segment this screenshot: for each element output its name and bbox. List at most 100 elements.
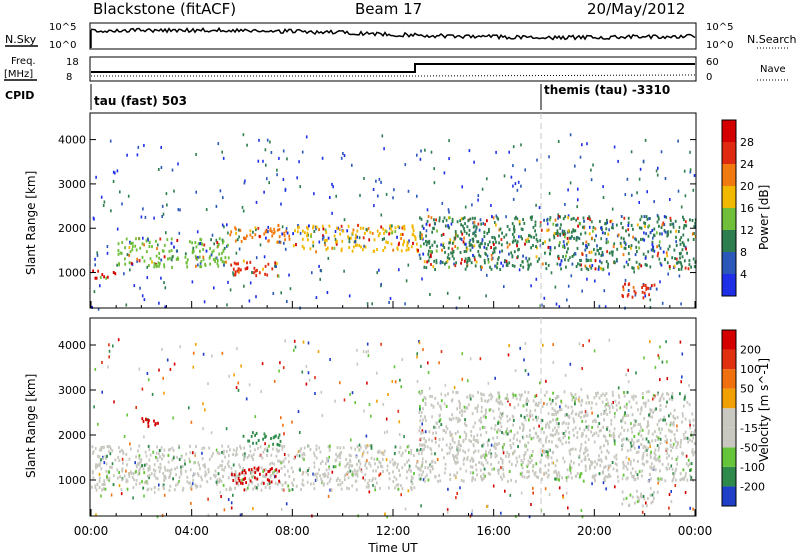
heatmap-cell bbox=[419, 477, 422, 481]
heatmap-cell bbox=[302, 483, 305, 487]
heatmap-cell bbox=[471, 216, 474, 220]
heatmap-cell bbox=[631, 439, 634, 443]
heatmap-cell bbox=[116, 468, 119, 472]
heatmap-cell bbox=[523, 221, 526, 225]
heatmap-cell bbox=[130, 242, 132, 245]
heatmap-cell bbox=[493, 467, 495, 471]
colorbar-tick-label: -100 bbox=[740, 461, 765, 474]
heatmap-cell bbox=[666, 438, 668, 442]
heatmap-cell bbox=[605, 439, 607, 443]
heatmap-cell bbox=[477, 198, 479, 202]
heatmap-cell bbox=[202, 402, 204, 406]
heatmap-cell bbox=[462, 240, 465, 244]
heatmap-cell bbox=[657, 436, 660, 440]
heatmap-cell bbox=[433, 181, 436, 185]
heatmap-cell bbox=[612, 226, 614, 230]
heatmap-cell bbox=[468, 241, 471, 245]
heatmap-cell bbox=[615, 453, 618, 457]
heatmap-cell bbox=[269, 475, 272, 479]
heatmap-cell bbox=[503, 174, 506, 178]
heatmap-cell bbox=[403, 227, 406, 231]
heatmap-cell bbox=[458, 399, 460, 403]
heatmap-cell bbox=[324, 239, 326, 242]
heatmap-cell bbox=[694, 260, 697, 264]
heatmap-cell bbox=[552, 434, 555, 438]
heatmap-cell bbox=[339, 381, 341, 385]
heatmap-cell bbox=[216, 241, 219, 245]
heatmap-cell bbox=[393, 475, 396, 479]
heatmap-cell bbox=[634, 423, 637, 427]
heatmap-cell bbox=[594, 279, 596, 283]
heatmap-cell bbox=[677, 139, 679, 143]
heatmap-cell bbox=[576, 472, 579, 476]
heatmap-cell bbox=[644, 138, 647, 142]
heatmap-cell bbox=[195, 264, 197, 268]
heatmap-cell bbox=[207, 513, 210, 517]
nsky-series-line bbox=[90, 26, 696, 41]
heatmap-cell bbox=[201, 457, 204, 461]
heatmap-cell bbox=[687, 464, 690, 468]
heatmap-cell bbox=[138, 367, 141, 371]
heatmap-cell bbox=[511, 264, 514, 267]
heatmap-cell bbox=[343, 154, 346, 158]
heatmap-cell bbox=[595, 402, 598, 406]
heatmap-cell bbox=[355, 488, 358, 492]
heatmap-cell bbox=[102, 487, 105, 491]
heatmap-cell bbox=[376, 399, 378, 403]
heatmap-cell bbox=[188, 457, 191, 461]
heatmap-cell bbox=[227, 280, 229, 284]
heatmap-cell bbox=[587, 268, 590, 272]
heatmap-cell bbox=[657, 166, 659, 170]
heatmap-cell bbox=[617, 479, 620, 483]
heatmap-cell bbox=[580, 267, 583, 271]
heatmap-cell bbox=[547, 245, 550, 249]
heatmap-cell bbox=[600, 247, 602, 251]
heatmap-cell bbox=[571, 398, 574, 402]
heatmap-cell bbox=[622, 416, 625, 420]
heatmap-cell bbox=[221, 459, 224, 463]
heatmap-cell bbox=[148, 467, 151, 471]
heatmap-cell bbox=[398, 469, 400, 472]
heatmap-cell bbox=[232, 267, 235, 271]
heatmap-cell bbox=[176, 455, 179, 459]
heatmap-cell bbox=[658, 419, 660, 423]
heatmap-cell bbox=[191, 280, 194, 284]
heatmap-cell bbox=[641, 392, 644, 395]
heatmap-cell bbox=[139, 286, 141, 290]
heatmap-cell bbox=[393, 451, 396, 455]
heatmap-cell bbox=[338, 454, 340, 458]
heatmap-cell bbox=[443, 246, 446, 249]
heatmap-cell bbox=[106, 245, 109, 248]
heatmap-cell bbox=[602, 253, 604, 257]
heatmap-cell bbox=[604, 475, 607, 479]
heatmap-cell bbox=[614, 485, 616, 489]
heatmap-cell bbox=[468, 256, 471, 260]
heatmap-cell bbox=[527, 267, 529, 271]
heatmap-cell bbox=[426, 208, 429, 212]
heatmap-cell bbox=[103, 479, 106, 483]
heatmap-cell bbox=[651, 255, 654, 259]
heatmap-cell bbox=[146, 474, 149, 478]
heatmap-cell bbox=[500, 466, 502, 470]
heatmap-cell bbox=[235, 479, 237, 483]
heatmap-cell bbox=[558, 437, 561, 440]
heatmap-cell bbox=[418, 390, 421, 394]
heatmap-cell bbox=[448, 257, 451, 261]
heatmap-cell bbox=[230, 501, 233, 505]
heatmap-cell bbox=[637, 450, 640, 454]
heatmap-cell bbox=[666, 440, 668, 444]
heatmap-cell bbox=[628, 245, 630, 248]
heatmap-cell bbox=[492, 436, 495, 440]
heatmap-cell bbox=[644, 256, 647, 260]
heatmap-cell bbox=[195, 245, 198, 249]
heatmap-cell bbox=[603, 289, 606, 293]
heatmap-cell bbox=[511, 232, 514, 236]
heatmap-cell bbox=[416, 355, 418, 359]
heatmap-cell bbox=[490, 257, 493, 261]
colorbar-segment bbox=[722, 447, 736, 467]
heatmap-cell bbox=[581, 289, 583, 293]
heatmap-cell bbox=[189, 486, 192, 490]
heatmap-cell bbox=[125, 237, 128, 241]
heatmap-cell bbox=[517, 180, 520, 184]
